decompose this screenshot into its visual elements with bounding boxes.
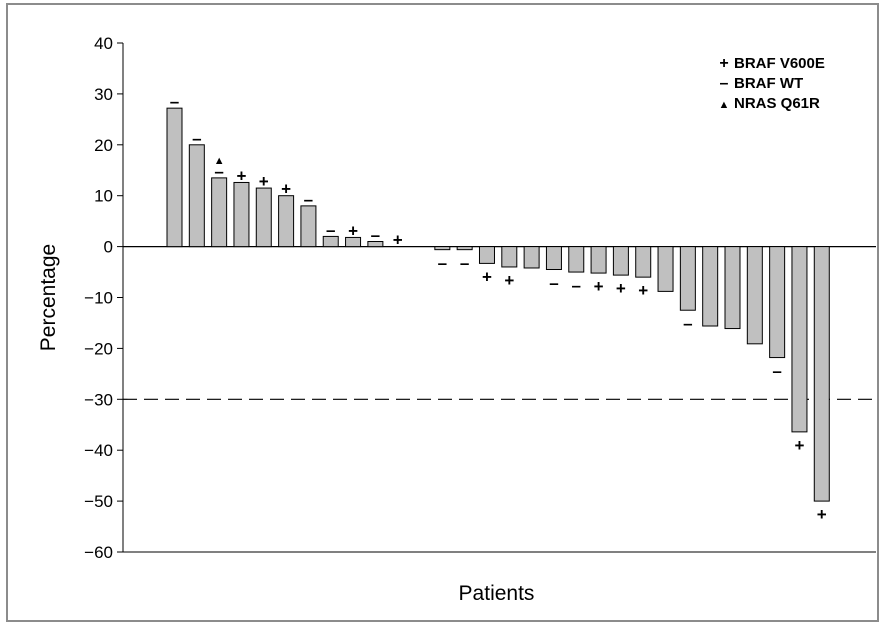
bar [523,246,540,269]
marker-braf-wt: – [192,129,201,148]
bar [255,187,272,248]
marker-braf-v600e: + [393,231,403,250]
marker-braf-v600e: + [794,436,804,455]
bar [791,246,808,433]
bar [478,246,495,264]
marker-braf-wt: – [438,254,447,273]
bar [545,246,562,271]
x-axis-title: Patients [459,582,535,605]
y-tick-label: 30 [94,85,113,104]
bar [211,177,228,248]
legend-label: BRAF WT [734,75,803,92]
bar [612,246,629,276]
y-tick-label: −60 [84,543,113,562]
y-tick-label: −30 [84,390,113,409]
marker-braf-wt: – [683,314,692,333]
bar [367,241,384,248]
marker-braf-v600e: + [281,180,291,199]
bar [813,246,830,502]
legend-symbol: – [720,75,729,92]
marker-braf-v600e: + [616,279,626,298]
y-tick-label: 10 [94,187,113,206]
bar [657,246,674,292]
bar [702,246,719,327]
marker-braf-v600e: + [817,505,827,524]
legend-label: NRAS Q61R [734,95,820,112]
bar [300,205,317,248]
marker-braf-v600e: + [594,277,604,296]
marker-braf-wt: – [572,276,581,295]
marker-braf-wt: – [304,190,313,209]
marker-braf-wt: – [326,220,335,239]
legend-symbol: ▲ [719,99,730,111]
bar [635,246,652,278]
bar [501,246,518,268]
bar [456,246,473,251]
bar [724,246,741,330]
y-tick-label: −50 [84,492,113,511]
y-tick-label: −10 [84,289,113,308]
marker-braf-v600e: + [482,267,492,286]
legend-symbol: + [719,55,728,72]
marker-braf-v600e: + [236,166,246,185]
chart-frame: 40 30 20 10 0 −10 −20 −30 −40 −50 −60– – ▲ – + + + – – + – + –… [6,3,879,622]
bar [769,246,786,359]
marker-braf-wt: – [549,274,558,293]
bar [278,195,295,248]
marker-braf-wt: – [214,162,223,181]
bar [590,246,607,274]
bar [188,144,205,248]
bar [679,246,696,311]
y-tick-label: −40 [84,441,113,460]
marker-braf-v600e: + [638,281,648,300]
marker-braf-wt: – [170,92,179,111]
bar [568,246,585,273]
marker-braf-wt: – [371,226,380,245]
y-tick-label: 40 [94,34,113,53]
marker-nras-q61r: ▲ [214,155,225,167]
legend-label: BRAF V600E [734,55,825,72]
marker-braf-wt: – [772,362,781,381]
bar [345,236,362,248]
bar [233,181,250,248]
marker-braf-v600e: + [348,221,358,240]
bar [746,246,763,345]
marker-braf-wt: – [460,254,469,273]
marker-braf-v600e: + [259,172,269,191]
marker-braf-v600e: + [504,271,514,290]
bar [166,107,183,248]
y-tick-label: 20 [94,136,113,155]
bar [322,235,339,248]
bar [434,246,451,251]
y-axis-title: Percentage [37,244,60,351]
y-tick-label: −20 [84,339,113,358]
y-tick-label: 0 [104,238,113,257]
